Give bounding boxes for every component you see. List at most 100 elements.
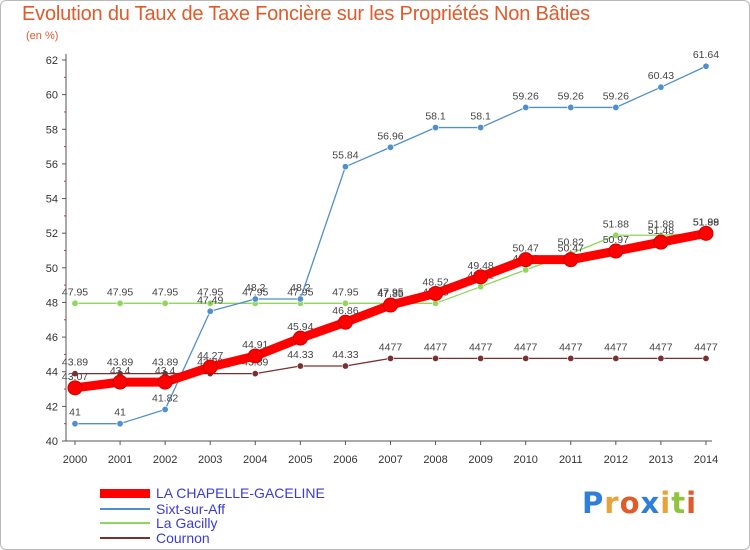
- legend-item: LA CHAPELLE-GACELINE: [100, 485, 325, 501]
- data-label-cournon: 43.89: [152, 357, 178, 369]
- legend-item: Sixt-sur-Aff: [100, 501, 225, 517]
- data-point-la-chapelle-gaceline: [67, 380, 83, 396]
- legend-item: La Gacilly: [100, 515, 217, 531]
- data-point-cournon: [477, 354, 485, 362]
- legend-swatch: [100, 537, 150, 539]
- data-point-la-chapelle-gaceline: [292, 330, 308, 346]
- chart-title: Evolution du Taux de Taxe Foncière sur l…: [22, 3, 590, 25]
- data-label-la-chapelle-gaceline: 47.85: [377, 288, 403, 300]
- data-point-la-gacilly: [341, 299, 349, 307]
- x-tick-label: 2002: [153, 454, 177, 466]
- data-point-la-chapelle-gaceline: [473, 269, 489, 285]
- data-point-cournon: [341, 362, 349, 370]
- data-label-sixt-sur-aff: 60.43: [648, 70, 674, 82]
- data-point-la-chapelle-gaceline: [337, 314, 353, 330]
- data-point-cournon: [251, 370, 259, 378]
- data-label-la-chapelle-gaceline: 46.86: [332, 305, 358, 317]
- data-label-cournon: 44.33: [287, 349, 313, 361]
- x-tick-label: 2001: [108, 454, 132, 466]
- data-point-sixt-sur-aff: [702, 62, 710, 70]
- proxiti-logo: Proxiti: [582, 486, 697, 520]
- data-point-la-chapelle-gaceline: [382, 297, 398, 313]
- y-tick-label: 60: [46, 90, 58, 102]
- data-point-la-gacilly: [477, 283, 485, 291]
- data-point-cournon: [386, 354, 394, 362]
- data-label-la-gacilly: 51.88: [603, 218, 629, 230]
- y-axis-unit: (en %): [26, 30, 59, 42]
- data-label-sixt-sur-aff: 58.1: [470, 111, 491, 123]
- data-point-la-chapelle-gaceline: [202, 359, 218, 375]
- y-tick-label: 48: [46, 297, 58, 309]
- data-point-la-chapelle-gaceline: [247, 348, 263, 364]
- y-tick-label: 54: [46, 194, 58, 206]
- data-label-cournon: 4477: [559, 341, 583, 353]
- data-label-cournon: 4477: [649, 341, 673, 353]
- data-label-sixt-sur-aff: 56.96: [377, 130, 403, 142]
- data-label-cournon: 43.89: [107, 357, 133, 369]
- y-tick-label: 46: [46, 332, 58, 344]
- data-point-la-chapelle-gaceline: [608, 243, 624, 259]
- data-point-cournon: [71, 370, 79, 378]
- data-label-sixt-sur-aff: 55.84: [332, 150, 358, 162]
- data-label-cournon: 44.33: [332, 349, 358, 361]
- data-label-la-chapelle-gaceline: 51.48: [648, 225, 674, 237]
- data-label-la-gacilly: 47.95: [62, 286, 88, 298]
- data-point-la-chapelle-gaceline: [698, 225, 714, 241]
- legend-swatch: [100, 508, 150, 510]
- data-point-la-gacilly: [71, 299, 79, 307]
- y-tick-label: 56: [46, 159, 58, 171]
- legend-label: Cournon: [156, 530, 210, 546]
- data-point-sixt-sur-aff: [522, 103, 530, 111]
- data-point-la-chapelle-gaceline: [157, 374, 173, 390]
- y-tick-label: 58: [46, 124, 58, 136]
- data-point-cournon: [657, 354, 665, 362]
- legend-swatch: [100, 522, 150, 524]
- data-point-la-chapelle-gaceline: [428, 285, 444, 301]
- legend-label: La Gacilly: [156, 515, 218, 531]
- data-label-la-gacilly: 47.95: [107, 286, 133, 298]
- data-point-la-chapelle-gaceline: [563, 252, 579, 268]
- x-tick-label: 2000: [63, 454, 87, 466]
- data-point-la-chapelle-gaceline: [112, 374, 128, 390]
- data-label-la-chapelle-gaceline: 50.97: [603, 234, 629, 246]
- data-point-la-chapelle-gaceline: [518, 252, 534, 268]
- legend-swatch: [100, 488, 150, 498]
- data-label-la-gacilly: 50.82: [558, 237, 584, 249]
- x-tick-label: 2013: [649, 454, 673, 466]
- logo-letter: r: [604, 486, 620, 520]
- x-tick-label: 2005: [288, 454, 312, 466]
- data-label-sixt-sur-aff: 41: [114, 407, 126, 419]
- data-label-cournon: 4477: [379, 341, 403, 353]
- data-label-cournon: 4477: [694, 341, 718, 353]
- data-point-sixt-sur-aff: [161, 405, 169, 413]
- data-label-la-gacilly: 51.99: [693, 216, 719, 228]
- data-label-la-chapelle-gaceline: 48.52: [422, 276, 448, 288]
- legend-label: LA CHAPELLE-GACELINE: [156, 485, 325, 501]
- data-label-cournon: 4477: [469, 341, 493, 353]
- y-tick-label: 52: [46, 228, 58, 240]
- data-point-sixt-sur-aff: [432, 124, 440, 132]
- x-tick-label: 2007: [378, 454, 402, 466]
- data-point-la-gacilly: [522, 266, 530, 274]
- data-label-cournon: 43.89: [62, 357, 88, 369]
- data-label-la-gacilly: 47.95: [377, 286, 403, 298]
- x-tick-label: 2011: [559, 454, 583, 466]
- x-tick-label: 2010: [513, 454, 537, 466]
- logo-letter: i: [660, 486, 672, 520]
- data-point-sixt-sur-aff: [567, 103, 575, 111]
- data-point-la-gacilly: [612, 231, 620, 239]
- x-tick-label: 2006: [333, 454, 357, 466]
- y-tick-label: 62: [46, 55, 58, 67]
- data-point-sixt-sur-aff: [296, 295, 304, 303]
- data-label-la-chapelle-gaceline: 45.94: [287, 321, 313, 333]
- data-point-sixt-sur-aff: [251, 295, 259, 303]
- logo-letter: t: [671, 486, 687, 520]
- data-point-la-gacilly: [432, 299, 440, 307]
- data-label-la-gacilly: 47.95: [152, 286, 178, 298]
- data-point-cournon: [567, 354, 575, 362]
- x-tick-label: 2008: [423, 454, 447, 466]
- data-label-la-chapelle-gaceline: 43.4: [110, 365, 131, 377]
- data-label-la-chapelle-gaceline: 50.47: [558, 243, 584, 255]
- y-tick-label: 42: [46, 401, 58, 413]
- y-tick-label: 40: [46, 436, 58, 448]
